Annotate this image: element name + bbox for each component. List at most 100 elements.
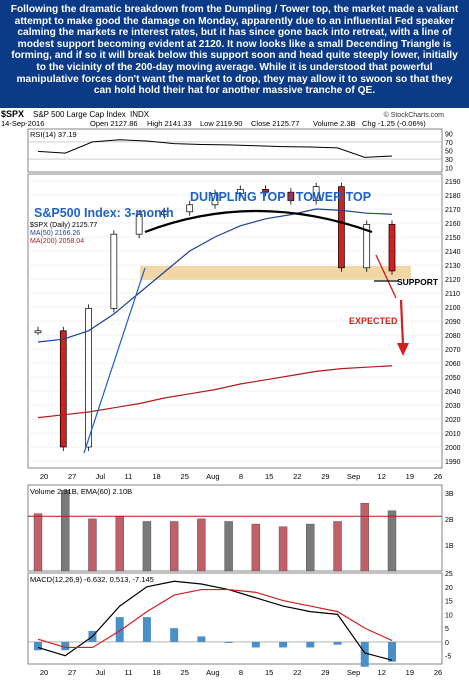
expected-arrow-shaft bbox=[399, 299, 405, 346]
price-candle bbox=[262, 189, 269, 193]
macd-histogram-bar bbox=[306, 641, 315, 648]
rsi-tick-label: 50 bbox=[445, 149, 453, 156]
legend-ma200: MA(200) 2058.04 bbox=[30, 238, 84, 245]
volume-bar bbox=[333, 521, 342, 572]
expected-label: EXPECTED bbox=[349, 316, 398, 326]
x-axis-label: 26 bbox=[434, 668, 442, 677]
macd-panel bbox=[27, 572, 443, 665]
price-tick-label: 2060 bbox=[445, 361, 461, 368]
x-axis-label: 26 bbox=[434, 472, 442, 481]
volume-tick-label: 1B bbox=[445, 543, 454, 550]
legend-ma50: MA(50) 2166.26 bbox=[30, 230, 80, 237]
x-axis-label: 11 bbox=[125, 472, 133, 481]
volume-tick-label: 3B bbox=[445, 491, 454, 498]
x-axis-label: 15 bbox=[265, 668, 273, 677]
price-tick-label: 2150 bbox=[445, 235, 461, 242]
macd-histogram-bar bbox=[333, 641, 342, 645]
commentary-text: Following the dramatic breakdown from th… bbox=[0, 0, 469, 108]
x-axis-label: 20 bbox=[40, 668, 48, 677]
macd-tick-label: -5 bbox=[445, 654, 451, 661]
x-axis-label: Sep bbox=[347, 668, 360, 677]
x-axis-label: 18 bbox=[152, 668, 160, 677]
rsi-tick-label: 10 bbox=[445, 166, 453, 173]
price-tick-label: 2180 bbox=[445, 193, 461, 200]
x-axis-label: 19 bbox=[406, 472, 414, 481]
price-candle bbox=[287, 191, 295, 201]
x-axis-label: 19 bbox=[406, 668, 414, 677]
macd-tick-label: 5 bbox=[445, 626, 449, 633]
price-tick-label: 2140 bbox=[445, 249, 461, 256]
price-candle bbox=[110, 233, 118, 309]
macd-histogram-bar bbox=[360, 641, 369, 667]
price-tick-label: 2170 bbox=[445, 207, 461, 214]
price-tick-label: 2120 bbox=[445, 277, 461, 284]
chart-index-name: S&P 500 Large Cap Index bbox=[33, 110, 126, 119]
x-axis-label: 12 bbox=[378, 472, 386, 481]
x-axis-label: Aug bbox=[206, 668, 219, 677]
price-tick-label: 2130 bbox=[445, 263, 461, 270]
volume-bar bbox=[115, 516, 124, 572]
price-candle bbox=[161, 211, 168, 215]
macd-histogram-bar bbox=[34, 641, 42, 651]
price-candle bbox=[186, 204, 194, 213]
price-candle bbox=[338, 186, 345, 269]
volume-tick-label: 2B bbox=[445, 517, 454, 524]
volume-bar bbox=[61, 490, 70, 572]
chart-date: 14-Sep-2016 bbox=[1, 119, 44, 128]
macd-histogram-bar bbox=[224, 641, 233, 643]
x-axis-label: Aug bbox=[206, 472, 219, 481]
x-axis-label: 15 bbox=[265, 472, 273, 481]
macd-histogram-bar bbox=[142, 617, 151, 642]
volume-bar bbox=[278, 526, 288, 572]
price-tick-label: 1990 bbox=[445, 459, 461, 466]
volume-bar bbox=[33, 513, 43, 572]
rsi-label: RSI(14) 37.19 bbox=[30, 130, 77, 139]
price-tick-label: 2010 bbox=[445, 431, 461, 438]
x-axis-label: 18 bbox=[152, 472, 160, 481]
ma50-line bbox=[37, 208, 393, 343]
x-axis-label: 22 bbox=[293, 472, 301, 481]
chart-close: Close 2125.77 bbox=[251, 119, 299, 128]
macd-histogram-bar bbox=[388, 641, 396, 662]
price-tick-label: 2040 bbox=[445, 389, 461, 396]
chart-open: Open 2127.86 bbox=[90, 119, 138, 128]
macd-histogram-bar bbox=[251, 641, 260, 648]
support-label: SUPPORT bbox=[397, 277, 439, 287]
x-axis-label: 11 bbox=[125, 668, 133, 677]
volume-label: Volume 2.31B, EMA(60) 2.10B bbox=[30, 487, 132, 496]
x-axis-label: Jul bbox=[95, 472, 105, 481]
x-axis-label: 25 bbox=[181, 472, 189, 481]
chart-exchange: INDX bbox=[130, 110, 150, 119]
price-tick-label: 2110 bbox=[445, 291, 460, 298]
dumpling-arc bbox=[144, 209, 373, 234]
price-candle bbox=[236, 189, 244, 194]
volume-panel bbox=[27, 484, 443, 572]
macd-signal-line bbox=[37, 588, 393, 649]
price-candle bbox=[135, 214, 143, 235]
volume-bar bbox=[142, 521, 152, 572]
expected-arrow-head bbox=[397, 343, 409, 356]
x-axis-label: 29 bbox=[321, 668, 329, 677]
ma200-line bbox=[37, 365, 393, 419]
chart-symbol: $SPX bbox=[1, 109, 24, 119]
price-tick-label: 2050 bbox=[445, 375, 461, 382]
price-tick-label: 2090 bbox=[445, 319, 461, 326]
volume-bar bbox=[88, 518, 97, 572]
price-candle bbox=[211, 193, 219, 206]
resistance-trendline bbox=[375, 254, 397, 299]
x-axis-label: 29 bbox=[321, 472, 329, 481]
stockcharts-credit: © StockCharts.com bbox=[384, 111, 445, 119]
price-candle bbox=[85, 308, 92, 448]
uptrend-line bbox=[83, 267, 146, 454]
rsi-line bbox=[37, 139, 393, 158]
macd-tick-label: 0 bbox=[445, 640, 449, 647]
price-tick-label: 2100 bbox=[445, 305, 461, 312]
price-tick-label: 2070 bbox=[445, 347, 461, 354]
x-axis-label: 22 bbox=[293, 668, 301, 677]
rsi-tick-label: 30 bbox=[445, 157, 453, 164]
price-candle bbox=[34, 330, 42, 334]
x-axis-label: 27 bbox=[68, 472, 76, 481]
support-zone bbox=[140, 266, 411, 280]
macd-histogram-bar bbox=[197, 636, 206, 642]
